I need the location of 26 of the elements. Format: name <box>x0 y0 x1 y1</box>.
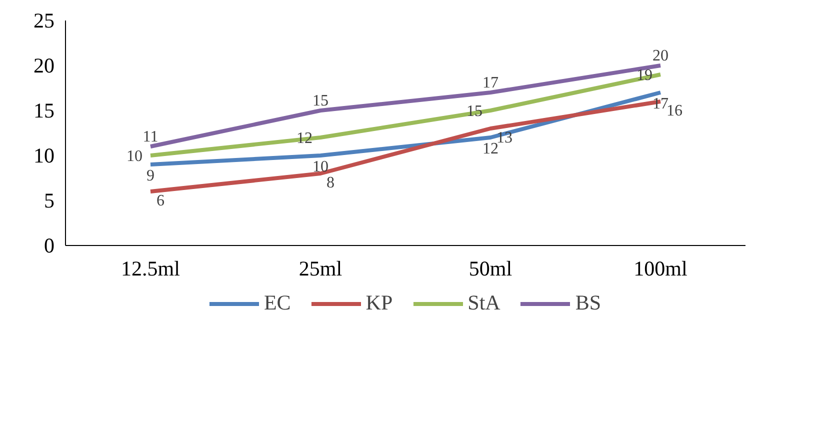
y-tick-label: 25 <box>34 8 54 32</box>
data-label: 10 <box>312 158 328 176</box>
data-label: 10 <box>126 148 142 165</box>
legend-label: BS <box>575 290 602 316</box>
y-tick-label: 10 <box>34 144 54 168</box>
y-tick-label: 20 <box>34 54 54 78</box>
x-tick-label: 100ml <box>634 256 688 280</box>
legend-label: StA <box>468 290 500 316</box>
data-label: 20 <box>652 48 668 64</box>
data-label: 17 <box>652 96 668 112</box>
y-tick-label: 0 <box>44 234 54 258</box>
data-label: 16 <box>666 102 682 120</box>
y-tick-label: 5 <box>44 188 54 212</box>
data-label: 11 <box>142 128 158 146</box>
data-label: 15 <box>312 92 328 110</box>
data-label: 9 <box>146 168 154 184</box>
data-label: 12 <box>482 140 498 158</box>
x-tick-label: 12.5ml <box>121 256 180 280</box>
data-label: 17 <box>482 74 498 92</box>
x-tick-label: 25ml <box>298 256 342 280</box>
y-tick-label: 15 <box>34 98 54 122</box>
legend-label: EC <box>264 290 291 316</box>
data-label: 6 <box>156 192 164 210</box>
x-tick-label: 50ml <box>468 256 512 280</box>
data-label: 8 <box>326 174 334 192</box>
legend-label: KP <box>366 290 393 316</box>
